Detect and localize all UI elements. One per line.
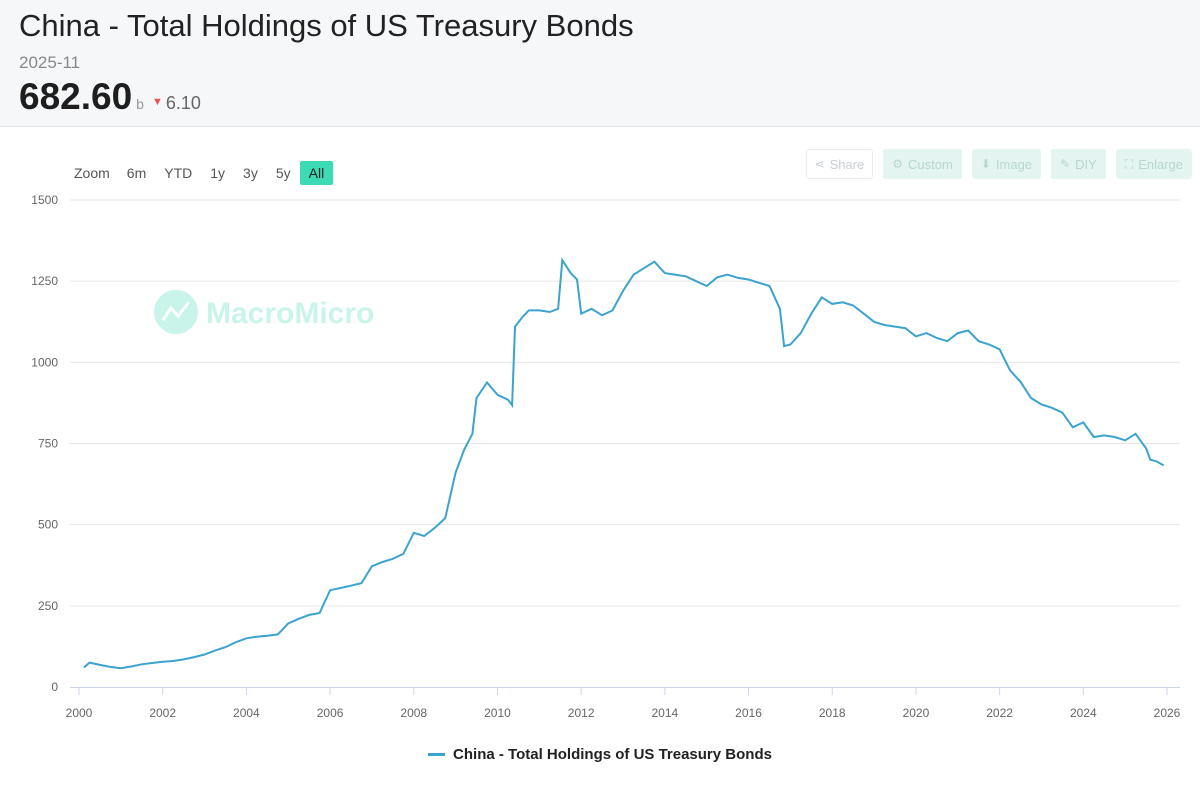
- x-tick-label: 2022: [986, 706, 1013, 720]
- share-label: Share: [829, 156, 865, 172]
- share-button[interactable]: ⋖ Share: [805, 149, 874, 179]
- x-tick-label: 2026: [1154, 706, 1181, 720]
- y-tick-label: 1500: [31, 193, 58, 207]
- watermark-text: MacroMicro: [206, 297, 374, 330]
- legend-label: China - Total Holdings of US Treasury Bo…: [453, 746, 772, 763]
- grid-lines: [70, 199, 1180, 607]
- share-icon: ⋖: [814, 157, 825, 171]
- gear-icon: ⚙: [892, 157, 904, 171]
- x-tick-label: 2024: [1070, 706, 1097, 720]
- x-tick-label: 2002: [149, 706, 176, 720]
- x-tick-label: 2006: [317, 706, 344, 720]
- y-axis-labels: 0 250 500 750 1000 1250 1500: [31, 193, 58, 694]
- legend-swatch: [428, 753, 446, 756]
- chart-header: China - Total Holdings of US Treasury Bo…: [0, 0, 1200, 127]
- image-label: Image: [995, 156, 1033, 172]
- zoom-6m-button[interactable]: 6m: [126, 165, 147, 181]
- zoom-5y-button[interactable]: 5y: [275, 165, 291, 181]
- x-axis: 2000 2002 2004 2006 2008 2010 2012 2014 2016 2018…: [66, 687, 1181, 720]
- x-tick-label: 2014: [651, 706, 678, 720]
- download-icon: ⬇: [980, 157, 991, 171]
- zoom-1y-button[interactable]: 1y: [210, 165, 226, 181]
- zoom-ytd-button[interactable]: YTD: [164, 165, 193, 181]
- y-tick-label: 0: [51, 680, 58, 694]
- watermark-logo-mark: [161, 301, 191, 321]
- x-tick-label: 2016: [735, 706, 762, 720]
- legend[interactable]: China - Total Holdings of US Treasury Bo…: [0, 743, 1200, 763]
- zoom-bar: Zoom 6m YTD 1y 3y 5y All: [66, 160, 334, 186]
- diy-label: DIY: [1075, 156, 1097, 172]
- x-tick-label: 2000: [66, 706, 93, 720]
- zoom-label: Zoom: [74, 165, 110, 181]
- pencil-icon: ✎: [1060, 157, 1071, 171]
- zoom-3y-button[interactable]: 3y: [243, 165, 258, 181]
- latest-date: 2025-11: [19, 53, 81, 72]
- x-tick-label: 2018: [819, 706, 846, 720]
- enlarge-label: Enlarge: [1138, 156, 1183, 172]
- series-line[interactable]: [83, 257, 1165, 670]
- x-tick-label: 2010: [484, 706, 511, 720]
- expand-icon: ⛶: [1124, 156, 1134, 171]
- latest-value: 682.60: [19, 76, 133, 117]
- down-arrow-icon: ▼: [151, 96, 163, 108]
- watermark-logo-icon: [154, 290, 198, 334]
- value-unit: b: [136, 96, 144, 112]
- value-change: 6.10: [165, 93, 201, 113]
- latest-value-row: 682.60 b ▼ 6.10: [19, 76, 201, 118]
- y-tick-label: 750: [38, 437, 58, 451]
- x-tick-label: 2004: [233, 706, 260, 720]
- x-tick-label: 2012: [568, 706, 595, 720]
- y-tick-label: 1250: [31, 274, 58, 288]
- y-tick-label: 500: [38, 518, 58, 532]
- x-tick-label: 2008: [400, 706, 427, 720]
- diy-button[interactable]: ✎ DIY: [1051, 149, 1106, 179]
- image-button[interactable]: ⬇ Image: [971, 149, 1042, 179]
- legend-item[interactable]: China - Total Holdings of US Treasury Bo…: [428, 746, 772, 763]
- x-tick-label: 2020: [903, 706, 930, 720]
- enlarge-button[interactable]: ⛶ Enlarge: [1115, 149, 1192, 179]
- chart-toolbar: ⋖ Share ⚙ Custom ⬇ Image ✎ DIY ⛶ Enlarge: [805, 149, 1192, 179]
- zoom-all-button[interactable]: All: [299, 161, 334, 185]
- y-tick-label: 250: [38, 599, 58, 613]
- y-tick-label: 1000: [31, 355, 58, 369]
- page-title: China - Total Holdings of US Treasury Bo…: [19, 8, 634, 43]
- custom-label: Custom: [908, 156, 953, 172]
- watermark: MacroMicro: [154, 290, 374, 334]
- custom-button[interactable]: ⚙ Custom: [883, 149, 962, 179]
